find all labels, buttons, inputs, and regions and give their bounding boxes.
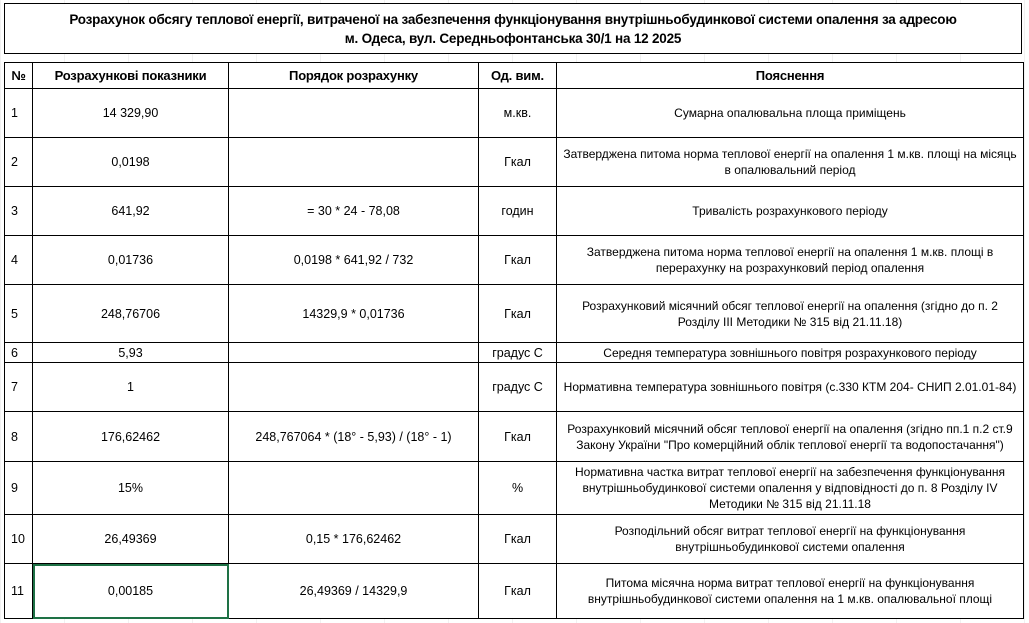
cell-formula[interactable] bbox=[228, 137, 479, 187]
cell-formula[interactable]: 26,49369 / 14329,9 bbox=[228, 563, 479, 619]
cell-explanation[interactable]: Сумарна опалювальна площа приміщень bbox=[556, 88, 1024, 138]
cell-unit[interactable]: градус С bbox=[478, 362, 557, 412]
cell-formula[interactable]: = 30 * 24 - 78,08 bbox=[228, 186, 479, 236]
cell-value[interactable]: 26,49369 bbox=[32, 514, 229, 564]
cell-explanation[interactable]: Нормативна частка витрат теплової енергі… bbox=[556, 461, 1024, 515]
table-row: 4 0,01736 0,0198 * 641,92 / 732 Гкал Затверд… bbox=[4, 235, 1024, 285]
title-line-1: Розрахунок обсягу теплової енергії, витр… bbox=[69, 12, 957, 27]
header-number[interactable]: № bbox=[4, 62, 33, 89]
cell-formula[interactable]: 0,15 * 176,62462 bbox=[228, 514, 479, 564]
header-explanation[interactable]: Пояснення bbox=[556, 62, 1024, 89]
table-row: 5 248,76706 14329,9 * 0,01736 Гкал Розрахунк… bbox=[4, 284, 1024, 343]
cell-value[interactable]: 0,00185 bbox=[32, 563, 229, 619]
table-row: 8 176,62462 248,767064 * (18° - 5,93) / (1… bbox=[4, 411, 1024, 462]
table-row: 2 0,0198 Гкал Затверджена питома норма тепл… bbox=[4, 137, 1024, 187]
cell-number[interactable]: 6 bbox=[4, 342, 33, 363]
cell-number[interactable]: 1 bbox=[4, 88, 33, 138]
cell-value[interactable]: 5,93 bbox=[32, 342, 229, 363]
cell-unit[interactable]: % bbox=[478, 461, 557, 515]
calculation-table: № Розрахункові показники Порядок розраху… bbox=[4, 62, 1024, 619]
report-title[interactable]: Розрахунок обсягу теплової енергії, витр… bbox=[4, 3, 1022, 54]
cell-number[interactable]: 4 bbox=[4, 235, 33, 285]
cell-explanation[interactable]: Розрахунковий місячний обсяг теплової ен… bbox=[556, 411, 1024, 462]
cell-value[interactable]: 176,62462 bbox=[32, 411, 229, 462]
table-row: 11 0,00185 26,49369 / 14329,9 Гкал Питома мі… bbox=[4, 563, 1024, 619]
cell-unit[interactable]: Гкал bbox=[478, 514, 557, 564]
cell-number[interactable]: 5 bbox=[4, 284, 33, 343]
cell-value[interactable]: 15% bbox=[32, 461, 229, 515]
cell-unit[interactable]: градус С bbox=[478, 342, 557, 363]
cell-number[interactable]: 11 bbox=[4, 563, 33, 619]
header-unit[interactable]: Од. вим. bbox=[478, 62, 557, 89]
cell-number[interactable]: 3 bbox=[4, 186, 33, 236]
table-row: 7 1 градус С Нормативна температура зовнішн… bbox=[4, 362, 1024, 412]
cell-explanation[interactable]: Середня температура зовнішнього повітря … bbox=[556, 342, 1024, 363]
table-row: 9 15%% Нормативна частка витрат теплової е… bbox=[4, 461, 1024, 515]
header-indicators[interactable]: Розрахункові показники bbox=[32, 62, 229, 89]
cell-unit[interactable]: м.кв. bbox=[478, 88, 557, 138]
cell-unit[interactable]: Гкал bbox=[478, 137, 557, 187]
title-line-2: м. Одеса, вул. Середньофонтанська 30/1 н… bbox=[344, 31, 682, 46]
header-formula[interactable]: Порядок розрахунку bbox=[228, 62, 479, 89]
cell-explanation[interactable]: Розрахунковий місячний обсяг теплової ен… bbox=[556, 284, 1024, 343]
cell-formula[interactable] bbox=[228, 88, 479, 138]
cell-explanation[interactable]: Питома місячна норма витрат теплової ене… bbox=[556, 563, 1024, 619]
table-row: 6 5,93 градус С Середня температура зовнішн… bbox=[4, 342, 1024, 363]
cell-number[interactable]: 9 bbox=[4, 461, 33, 515]
cell-value[interactable]: 248,76706 bbox=[32, 284, 229, 343]
cell-formula[interactable]: 248,767064 * (18° - 5,93) / (18° - 1) bbox=[228, 411, 479, 462]
cell-explanation[interactable]: Затверджена питома норма теплової енергі… bbox=[556, 235, 1024, 285]
cell-value[interactable]: 0,01736 bbox=[32, 235, 229, 285]
cell-number[interactable]: 10 bbox=[4, 514, 33, 564]
cell-value[interactable]: 14 329,90 bbox=[32, 88, 229, 138]
cell-value[interactable]: 0,0198 bbox=[32, 137, 229, 187]
cell-unit[interactable]: годин bbox=[478, 186, 557, 236]
cell-unit[interactable]: Гкал bbox=[478, 235, 557, 285]
cell-value[interactable]: 1 bbox=[32, 362, 229, 412]
cell-number[interactable]: 7 bbox=[4, 362, 33, 412]
header-row: № Розрахункові показники Порядок розраху… bbox=[4, 62, 1024, 89]
cell-explanation[interactable]: Тривалість розрахункового періоду bbox=[556, 186, 1024, 236]
table-row: 3 641,92 = 30 * 24 - 78,08 годин Тривалість … bbox=[4, 186, 1024, 236]
table-row: 10 26,49369 0,15 * 176,62462 Гкал Розподільн… bbox=[4, 514, 1024, 564]
cell-unit[interactable]: Гкал bbox=[478, 411, 557, 462]
cell-number[interactable]: 2 bbox=[4, 137, 33, 187]
cell-unit[interactable]: Гкал bbox=[478, 563, 557, 619]
table-row: 1 14 329,90 м.кв. Сумарна опалювальна площа… bbox=[4, 88, 1024, 138]
cell-formula[interactable]: 0,0198 * 641,92 / 732 bbox=[228, 235, 479, 285]
cell-explanation[interactable]: Розподільний обсяг витрат теплової енерг… bbox=[556, 514, 1024, 564]
cell-explanation[interactable]: Затверджена питома норма теплової енергі… bbox=[556, 137, 1024, 187]
cell-explanation[interactable]: Нормативна температура зовнішнього повіт… bbox=[556, 362, 1024, 412]
cell-formula[interactable] bbox=[228, 362, 479, 412]
cell-formula[interactable]: 14329,9 * 0,01736 bbox=[228, 284, 479, 343]
cell-formula[interactable] bbox=[228, 342, 479, 363]
cell-formula[interactable] bbox=[228, 461, 479, 515]
cell-unit[interactable]: Гкал bbox=[478, 284, 557, 343]
cell-number[interactable]: 8 bbox=[4, 411, 33, 462]
cell-value[interactable]: 641,92 bbox=[32, 186, 229, 236]
